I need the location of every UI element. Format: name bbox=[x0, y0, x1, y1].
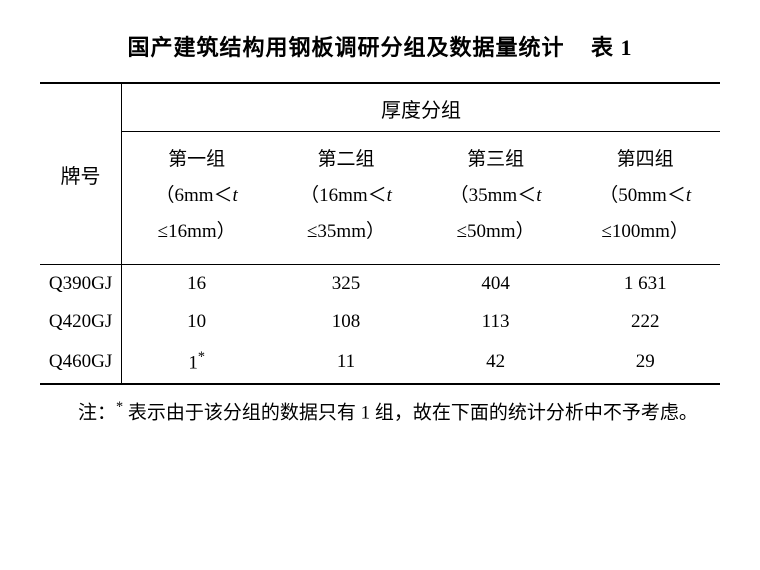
data-table: 牌号 厚度分组 第一组（6mm＜t≤16mm）第二组（16mm＜t≤35mm）第… bbox=[40, 82, 720, 385]
title-text: 国产建筑结构用钢板调研分组及数据量统计 bbox=[127, 35, 564, 60]
data-cell: 108 bbox=[271, 303, 421, 341]
column-header: 第二组（16mm＜t≤35mm） bbox=[271, 132, 421, 265]
row-label: Q390GJ bbox=[40, 265, 122, 304]
footnote: 注：* 表示由于该分组的数据只有 1 组，故在下面的统计分析中不予考虑。 bbox=[40, 395, 720, 431]
data-cell: 113 bbox=[421, 303, 571, 341]
table-body: Q390GJ163254041 631Q420GJ10108113222Q460… bbox=[40, 265, 720, 384]
data-cell: 1 631 bbox=[570, 265, 720, 304]
data-cell: 29 bbox=[570, 341, 720, 383]
table-title: 国产建筑结构用钢板调研分组及数据量统计 表 1 bbox=[40, 30, 720, 62]
column-header: 第三组（35mm＜t≤50mm） bbox=[421, 132, 571, 265]
data-cell: 325 bbox=[271, 265, 421, 304]
data-cell: 222 bbox=[570, 303, 720, 341]
data-cell: 42 bbox=[421, 341, 571, 383]
row-label: Q460GJ bbox=[40, 341, 122, 383]
table-row: Q390GJ163254041 631 bbox=[40, 265, 720, 304]
group-header: 厚度分组 bbox=[122, 83, 720, 132]
row-label: Q420GJ bbox=[40, 303, 122, 341]
data-cell: 10 bbox=[122, 303, 272, 341]
data-cell: 404 bbox=[421, 265, 571, 304]
column-header: 第四组（50mm＜t≤100mm） bbox=[570, 132, 720, 265]
table-number: 表 1 bbox=[591, 35, 633, 60]
data-cell: 1* bbox=[122, 341, 272, 383]
data-cell: 16 bbox=[122, 265, 272, 304]
data-cell: 11 bbox=[271, 341, 421, 383]
column-header: 第一组（6mm＜t≤16mm） bbox=[122, 132, 272, 265]
table-row: Q420GJ10108113222 bbox=[40, 303, 720, 341]
column-headers-row: 第一组（6mm＜t≤16mm）第二组（16mm＜t≤35mm）第三组（35mm＜… bbox=[40, 132, 720, 265]
row-header-label: 牌号 bbox=[40, 83, 122, 265]
table-row: Q460GJ1*114229 bbox=[40, 341, 720, 383]
